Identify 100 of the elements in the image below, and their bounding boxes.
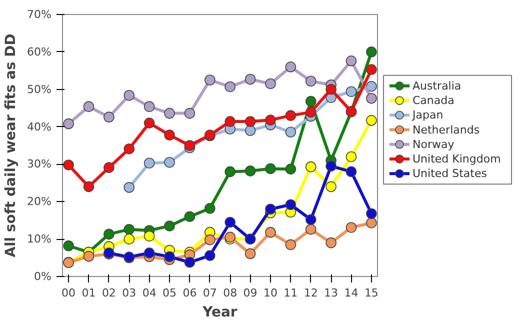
point bbox=[124, 234, 135, 244]
point bbox=[184, 108, 196, 119]
point bbox=[285, 239, 296, 250]
x-axis-title: Year bbox=[202, 304, 238, 320]
point bbox=[305, 106, 316, 118]
point bbox=[184, 256, 196, 268]
legend-label: Japan bbox=[412, 108, 444, 122]
point bbox=[164, 251, 175, 262]
point bbox=[164, 220, 175, 232]
point bbox=[224, 116, 236, 127]
x-tick-label: 01 bbox=[82, 286, 96, 300]
point bbox=[285, 126, 296, 138]
point bbox=[346, 166, 357, 178]
point bbox=[366, 218, 377, 228]
point bbox=[305, 214, 316, 225]
point bbox=[244, 248, 256, 260]
point bbox=[366, 208, 377, 220]
point bbox=[244, 125, 256, 136]
point bbox=[346, 86, 357, 97]
point bbox=[83, 250, 94, 262]
point bbox=[305, 96, 316, 107]
point bbox=[144, 101, 155, 112]
point bbox=[144, 248, 155, 258]
x-tick-label: 03 bbox=[122, 286, 136, 300]
point bbox=[346, 151, 357, 162]
x-tick-label: 09 bbox=[243, 286, 258, 300]
point bbox=[366, 46, 377, 58]
point bbox=[224, 81, 236, 92]
x-tick-label: 06 bbox=[182, 286, 197, 300]
point bbox=[164, 130, 175, 140]
point bbox=[366, 64, 377, 75]
y-tick-label: 60% bbox=[27, 45, 52, 58]
point bbox=[265, 163, 276, 174]
point bbox=[63, 118, 74, 130]
point bbox=[265, 114, 276, 126]
point bbox=[366, 115, 377, 126]
point bbox=[204, 202, 216, 214]
point bbox=[326, 181, 336, 192]
point bbox=[144, 158, 155, 168]
point bbox=[124, 182, 135, 193]
x-tick-label: 15 bbox=[364, 286, 378, 300]
x-tick-label: 11 bbox=[284, 286, 298, 300]
x-tick-label: 02 bbox=[102, 286, 116, 300]
point bbox=[265, 78, 276, 90]
point bbox=[104, 162, 114, 173]
point bbox=[83, 101, 94, 112]
x-tick-label: 13 bbox=[324, 286, 338, 300]
y-tick-label: 10% bbox=[27, 232, 52, 246]
point bbox=[83, 181, 94, 192]
x-tick-label: 14 bbox=[344, 286, 358, 300]
point bbox=[366, 80, 377, 92]
point bbox=[204, 234, 216, 246]
y-tick-label: 70% bbox=[27, 8, 52, 21]
y-tick-label: 30% bbox=[27, 158, 52, 171]
point bbox=[144, 230, 155, 242]
y-tick-label: 40% bbox=[27, 120, 52, 134]
point bbox=[104, 228, 114, 240]
x-tick-label: 05 bbox=[162, 286, 177, 300]
point bbox=[124, 143, 135, 154]
point bbox=[164, 108, 175, 119]
point bbox=[244, 166, 256, 176]
point bbox=[224, 166, 236, 178]
point bbox=[63, 240, 74, 252]
point bbox=[144, 118, 155, 128]
point bbox=[285, 199, 296, 210]
x-tick-label: 08 bbox=[223, 286, 238, 300]
y-tick-label: 50% bbox=[27, 82, 52, 96]
x-tick-label: 04 bbox=[142, 286, 156, 300]
point bbox=[224, 216, 236, 228]
point bbox=[184, 211, 196, 222]
legend-label: Netherlands bbox=[412, 123, 480, 136]
point bbox=[305, 161, 316, 172]
point bbox=[305, 224, 316, 235]
legend-label: Australia bbox=[412, 79, 462, 92]
x-tick-label: 10 bbox=[263, 286, 278, 300]
legend-label: United States bbox=[412, 167, 488, 180]
x-tick-label: 07 bbox=[202, 286, 217, 300]
point bbox=[184, 140, 196, 151]
point bbox=[285, 110, 296, 121]
x-tick-label: 00 bbox=[62, 286, 76, 300]
point bbox=[204, 74, 216, 86]
point bbox=[265, 204, 276, 215]
y-tick-label: 0% bbox=[34, 270, 52, 283]
legend-label: Canada bbox=[412, 94, 454, 108]
point bbox=[285, 164, 296, 174]
y-tick-label: 20% bbox=[27, 195, 52, 208]
point bbox=[244, 116, 256, 127]
legend-label: United Kingdom bbox=[412, 152, 501, 166]
x-tick-label: 12 bbox=[304, 286, 318, 300]
point bbox=[124, 90, 135, 101]
point bbox=[164, 156, 175, 168]
point bbox=[285, 62, 296, 72]
point bbox=[204, 250, 216, 261]
legend-label: Norway bbox=[412, 138, 455, 151]
point bbox=[346, 56, 357, 66]
point bbox=[244, 74, 256, 85]
y-axis-title: All soft daily wear fits as DD bbox=[3, 34, 20, 258]
point bbox=[104, 112, 114, 122]
point bbox=[326, 160, 336, 172]
point bbox=[346, 222, 357, 233]
